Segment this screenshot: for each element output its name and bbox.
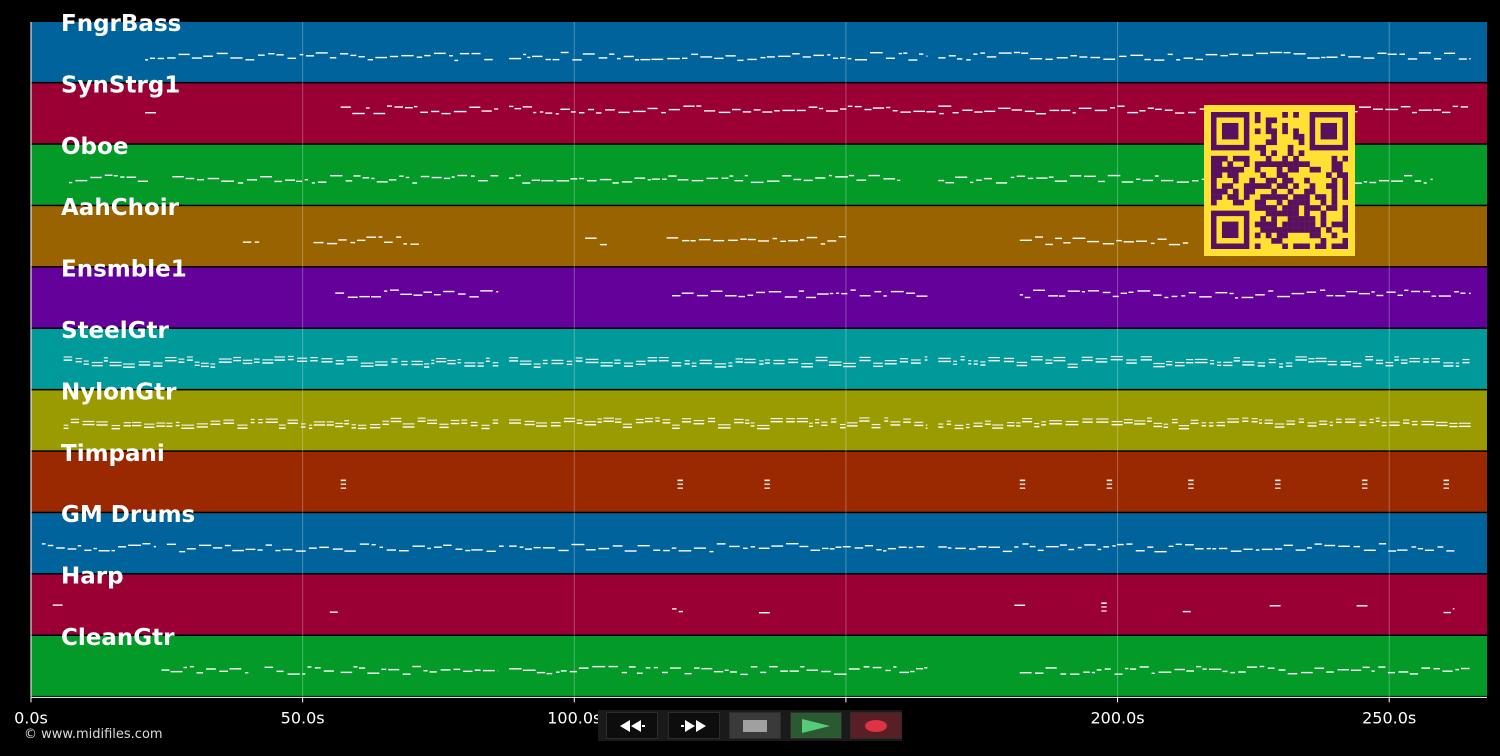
note-segment (672, 608, 683, 613)
track-lane-cleangtr (31, 636, 1487, 696)
note-segment (340, 479, 347, 489)
note-segment (1014, 604, 1026, 606)
note-segment (69, 174, 148, 184)
note-segment (329, 611, 338, 613)
track-label: Timpani (61, 441, 165, 467)
note-segment (63, 355, 499, 368)
track-label: Harp (61, 564, 124, 590)
track-label: Ensmble1 (61, 257, 187, 283)
note-segment (63, 417, 499, 430)
track-label: GM Drums (61, 502, 195, 528)
note-segment (509, 105, 944, 115)
note-segment (509, 417, 928, 430)
note-segment (145, 112, 156, 114)
note-segment (759, 612, 770, 614)
transport-controls (598, 710, 902, 741)
stop-icon (743, 719, 767, 732)
note-segment (1269, 605, 1281, 607)
stop-button[interactable] (729, 712, 781, 739)
x-tick-label: 200.0s (1090, 708, 1144, 727)
note-segment (242, 241, 260, 243)
note-segment (1101, 602, 1107, 612)
note-segment (938, 543, 1455, 553)
note-segment (340, 105, 499, 115)
note-segment (666, 235, 846, 245)
x-tick-label: 100.0s (547, 708, 601, 727)
note-segment (166, 543, 504, 553)
track-lane-steelgtr (31, 329, 1487, 389)
note-segment (1182, 610, 1191, 613)
note-segment (41, 543, 156, 552)
track-lane-ensmble1 (31, 267, 1487, 328)
track-label: AahChoir (61, 195, 180, 221)
note-segment (161, 665, 249, 674)
track-label: Oboe (61, 134, 128, 160)
note-segment (1019, 665, 1470, 675)
note-segment (585, 237, 607, 246)
rewind-icon (620, 719, 645, 732)
track-lane-gm-drums (31, 513, 1487, 574)
x-tick-label: 250.0s (1362, 708, 1416, 727)
play-icon (802, 718, 830, 733)
track-lane-fngrbass (31, 22, 1487, 82)
note-segment (335, 289, 499, 298)
note-segment (52, 604, 63, 606)
note-segment (509, 543, 928, 553)
note-segment (1019, 236, 1189, 246)
note-segment (672, 289, 928, 299)
note-segment (938, 174, 1433, 184)
copyright-text: © www.midifiles.com (24, 727, 163, 742)
note-segment (1443, 479, 1449, 489)
track-lane-harp (31, 574, 1487, 635)
note-segment (1356, 605, 1368, 607)
rewind-button[interactable] (606, 712, 658, 739)
note-segment (145, 52, 493, 62)
note-segment (509, 51, 928, 62)
note-segment (509, 665, 928, 676)
note-segment (938, 417, 1471, 430)
note-segment (264, 666, 334, 675)
note-segment (509, 356, 928, 368)
note-segment (1106, 479, 1113, 489)
note-segment (938, 355, 1470, 369)
note-segment (1275, 479, 1281, 489)
track-label: CleanGtr (61, 625, 175, 651)
track-label: SynStrg1 (61, 72, 180, 98)
track-label: SteelGtr (61, 318, 170, 344)
note-segment (1443, 608, 1455, 614)
x-tick-label: 0.0s (14, 708, 48, 727)
fast-forward-icon (681, 719, 706, 732)
track-label: NylonGtr (61, 379, 177, 405)
track-label: FngrBass (61, 11, 181, 37)
note-segment (172, 174, 499, 184)
qr-code (1204, 105, 1355, 256)
note-segment (313, 236, 419, 245)
note-segment (1188, 479, 1194, 489)
note-segment (938, 51, 1471, 61)
record-button[interactable] (850, 712, 902, 739)
note-segment (1019, 289, 1471, 299)
record-icon (865, 719, 887, 732)
x-tick-label: 50.0s (281, 708, 325, 727)
note-segment (340, 665, 499, 675)
track-lane-timpani (31, 451, 1487, 512)
note-segment (509, 174, 901, 184)
track-lane-nylongtr (31, 390, 1487, 451)
note-segment (764, 479, 770, 489)
play-button[interactable] (790, 712, 842, 739)
fast-forward-button[interactable] (668, 712, 720, 739)
note-segment (1019, 479, 1026, 489)
note-segment (677, 479, 683, 489)
note-segment (1362, 479, 1368, 489)
